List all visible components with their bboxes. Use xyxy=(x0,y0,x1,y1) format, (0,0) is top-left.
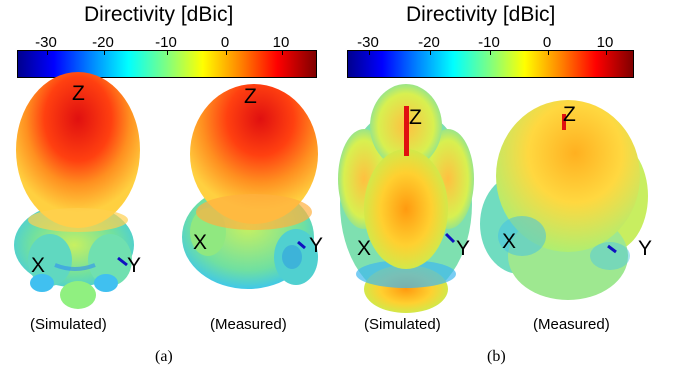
colorbar-tick: -20 xyxy=(418,34,440,51)
colorbar-tick: -20 xyxy=(92,34,114,51)
colorbar-ticks: -30 -20 -10 0 10 xyxy=(330,34,660,52)
colorbar-tick: 0 xyxy=(542,34,552,51)
pattern-caption: (Measured) xyxy=(533,316,610,333)
radiation-pattern-simulated xyxy=(338,84,474,313)
panel-caption: (a) xyxy=(155,348,173,365)
colorbar-tick: 10 xyxy=(272,34,290,51)
y-axis-label: Y xyxy=(127,254,142,277)
colorbar-title: Directivity [dBic] xyxy=(84,3,234,26)
x-axis-label: X xyxy=(357,237,372,260)
x-axis-label: X xyxy=(502,230,517,253)
y-axis-label: Y xyxy=(309,234,324,257)
colorbar-tick: 0 xyxy=(220,34,230,51)
y-axis-line xyxy=(117,256,128,267)
colorbar-tick: -10 xyxy=(478,34,500,51)
radiation-pattern-simulated xyxy=(14,72,140,309)
pattern-caption: (Measured) xyxy=(210,316,287,333)
panel-b: Directivity [dBic] -30 -20 -10 0 10 xyxy=(330,0,660,378)
colorbar xyxy=(17,50,317,78)
panel-a: Directivity [dBic] -30 -20 -10 0 10 xyxy=(0,0,330,378)
colorbar-tick: 10 xyxy=(596,34,614,51)
pattern-caption: (Simulated) xyxy=(364,316,441,333)
radiation-pattern-measured xyxy=(480,100,648,300)
pattern-caption: (Simulated) xyxy=(30,316,107,333)
x-axis-label: X xyxy=(31,254,46,277)
colorbar-tick: -30 xyxy=(357,34,379,51)
x-axis-label: X xyxy=(193,231,208,254)
colorbar-title: Directivity [dBic] xyxy=(406,3,556,26)
z-axis-label: Z xyxy=(409,106,422,129)
z-axis-label: Z xyxy=(563,103,576,126)
panel-caption: (b) xyxy=(487,348,506,365)
colorbar-tick: -30 xyxy=(35,34,57,51)
colorbar-ticks: -30 -20 -10 0 10 xyxy=(0,34,330,52)
colorbar-tick: -10 xyxy=(155,34,177,51)
y-axis-label: Y xyxy=(638,237,653,260)
z-axis-label: Z xyxy=(72,82,85,105)
z-axis-label: Z xyxy=(244,85,257,108)
colorbar xyxy=(347,50,634,78)
y-axis-label: Y xyxy=(456,237,471,260)
radiation-pattern-measured xyxy=(182,84,318,289)
